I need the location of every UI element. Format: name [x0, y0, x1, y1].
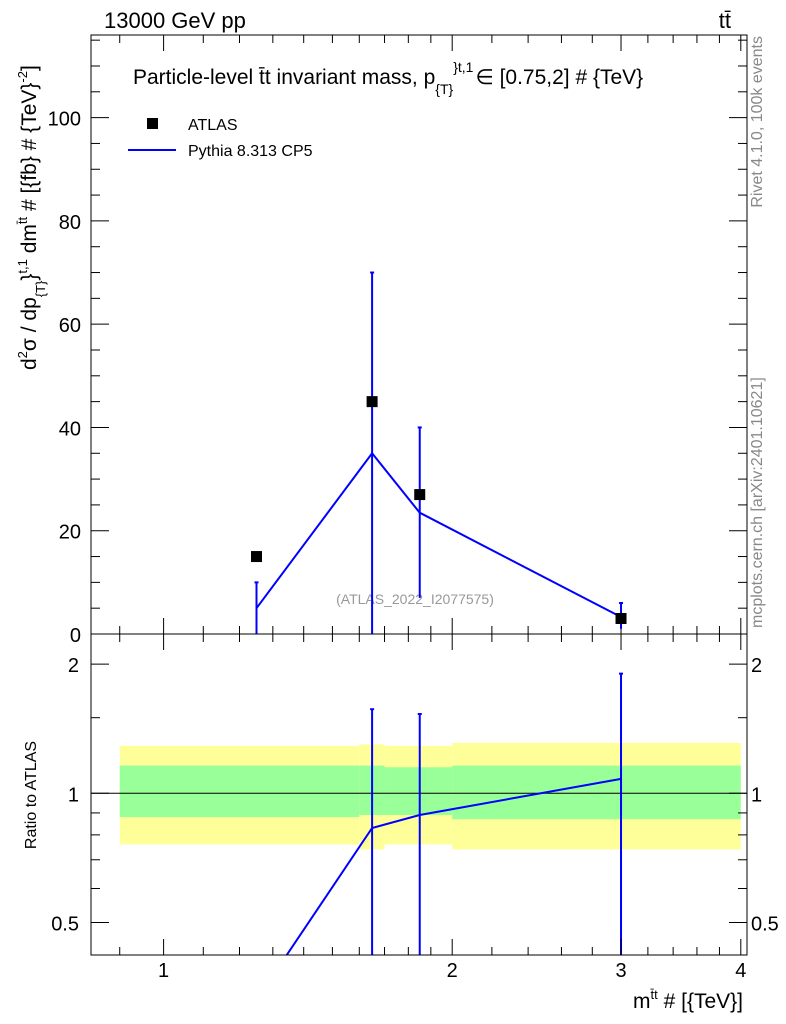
ratio-y-tick-label: 2: [68, 655, 79, 677]
x-axis-label-sup: t̄t: [650, 987, 658, 1002]
mcplots-label: mcplots.cern.ch [arXiv:2401.10621]: [749, 377, 766, 628]
y-tick-label: 100: [48, 109, 81, 131]
chart-title-sup: }t,1: [453, 59, 473, 75]
x-tick-label: 1: [158, 960, 169, 982]
chart-title-main: Particle-level t̄t invariant mass, p: [133, 66, 435, 89]
y-axis-label-unit: # [{fb} # {TeV}: [18, 83, 41, 217]
ratio-y-tick-label-right: 0.5: [751, 913, 779, 935]
y-axis-label-sup: t,1: [15, 259, 30, 273]
rivet-label: Rivet 4.1.0, 100k events: [749, 36, 766, 208]
ratio-panel: 0.5 0.5 1 1 2 2 1 2 3 4 Ratio to ATLAS mt̄t # [{TeV…: [23, 633, 779, 1013]
data-point-atlas: [615, 613, 627, 625]
header-left: 13000 GeV pp: [104, 8, 246, 33]
data-point-atlas: [251, 551, 263, 563]
header-right: tt̄: [719, 8, 731, 33]
y-axis-label-dm: dm: [18, 224, 41, 259]
ratio-y-axis-label: Ratio to ATLAS: [23, 741, 40, 849]
y-axis-label-sub: {T}: [33, 280, 48, 297]
y-axis-label-brace: }: [18, 274, 41, 281]
y-axis-label-sup2: 2: [15, 351, 30, 358]
ratio-y-tick-label-right: 2: [751, 655, 762, 677]
x-tick-label: 3: [615, 960, 626, 982]
series-line-pythia: [255, 451, 622, 618]
uncertainty-band-inner: [384, 767, 453, 816]
x-axis-label-m: m: [633, 990, 651, 1013]
chart-title: Particle-level t̄t invariant mass, p{T}}…: [133, 59, 643, 97]
ratio-plot-area: [91, 672, 747, 955]
y-tick-label: 40: [59, 418, 81, 440]
y-axis-label-d: d: [18, 358, 41, 370]
y-tick-label: 0: [70, 625, 81, 647]
chart-title-rest: ∈ [0.75,2] # {TeV}: [475, 66, 643, 89]
ratio-frame: [90, 633, 748, 956]
legend-label-pythia: Pythia 8.313 CP5: [188, 143, 313, 160]
ratio-y-tick-label: 0.5: [51, 913, 79, 935]
data-point-atlas: [414, 489, 426, 501]
x-tick-label: 2: [447, 960, 458, 982]
y-tick-label: 20: [59, 522, 81, 544]
ratio-line-pythia: [285, 777, 622, 955]
x-axis-label-unit: # [{TeV}]: [658, 990, 743, 1013]
x-axis-label: mt̄t # [{TeV}]: [633, 987, 743, 1013]
main-plot-area: [251, 271, 627, 634]
y-axis-label-tt: t̄t: [15, 217, 30, 225]
y-axis-label: d2σ / dp{T}}t,1 dmt̄t # [{fb} # {TeV}-2]: [15, 65, 48, 370]
ratio-y-tick-label-right: 1: [751, 784, 762, 806]
ratio-y-tick-label: 1: [68, 784, 79, 806]
watermark-label: (ATLAS_2022_I2077575): [336, 591, 494, 607]
y-axis-label-sigma: σ / dp: [18, 297, 41, 351]
data-point-atlas: [366, 396, 378, 408]
legend-marker-atlas: [147, 118, 158, 129]
chart-title-sub: {T}: [435, 81, 453, 97]
main-panel: Particle-level t̄t invariant mass, p{T}}…: [15, 34, 748, 647]
y-axis-label-close: ]: [18, 65, 41, 71]
uncertainty-band-inner: [119, 765, 360, 818]
x-tick-label: 4: [735, 960, 746, 982]
y-axis-label-exp: -2: [15, 71, 30, 83]
y-tick-label: 60: [59, 315, 81, 337]
legend-label-atlas: ATLAS: [188, 117, 238, 134]
uncertainty-band-inner: [452, 765, 741, 820]
y-tick-label: 80: [59, 212, 81, 234]
